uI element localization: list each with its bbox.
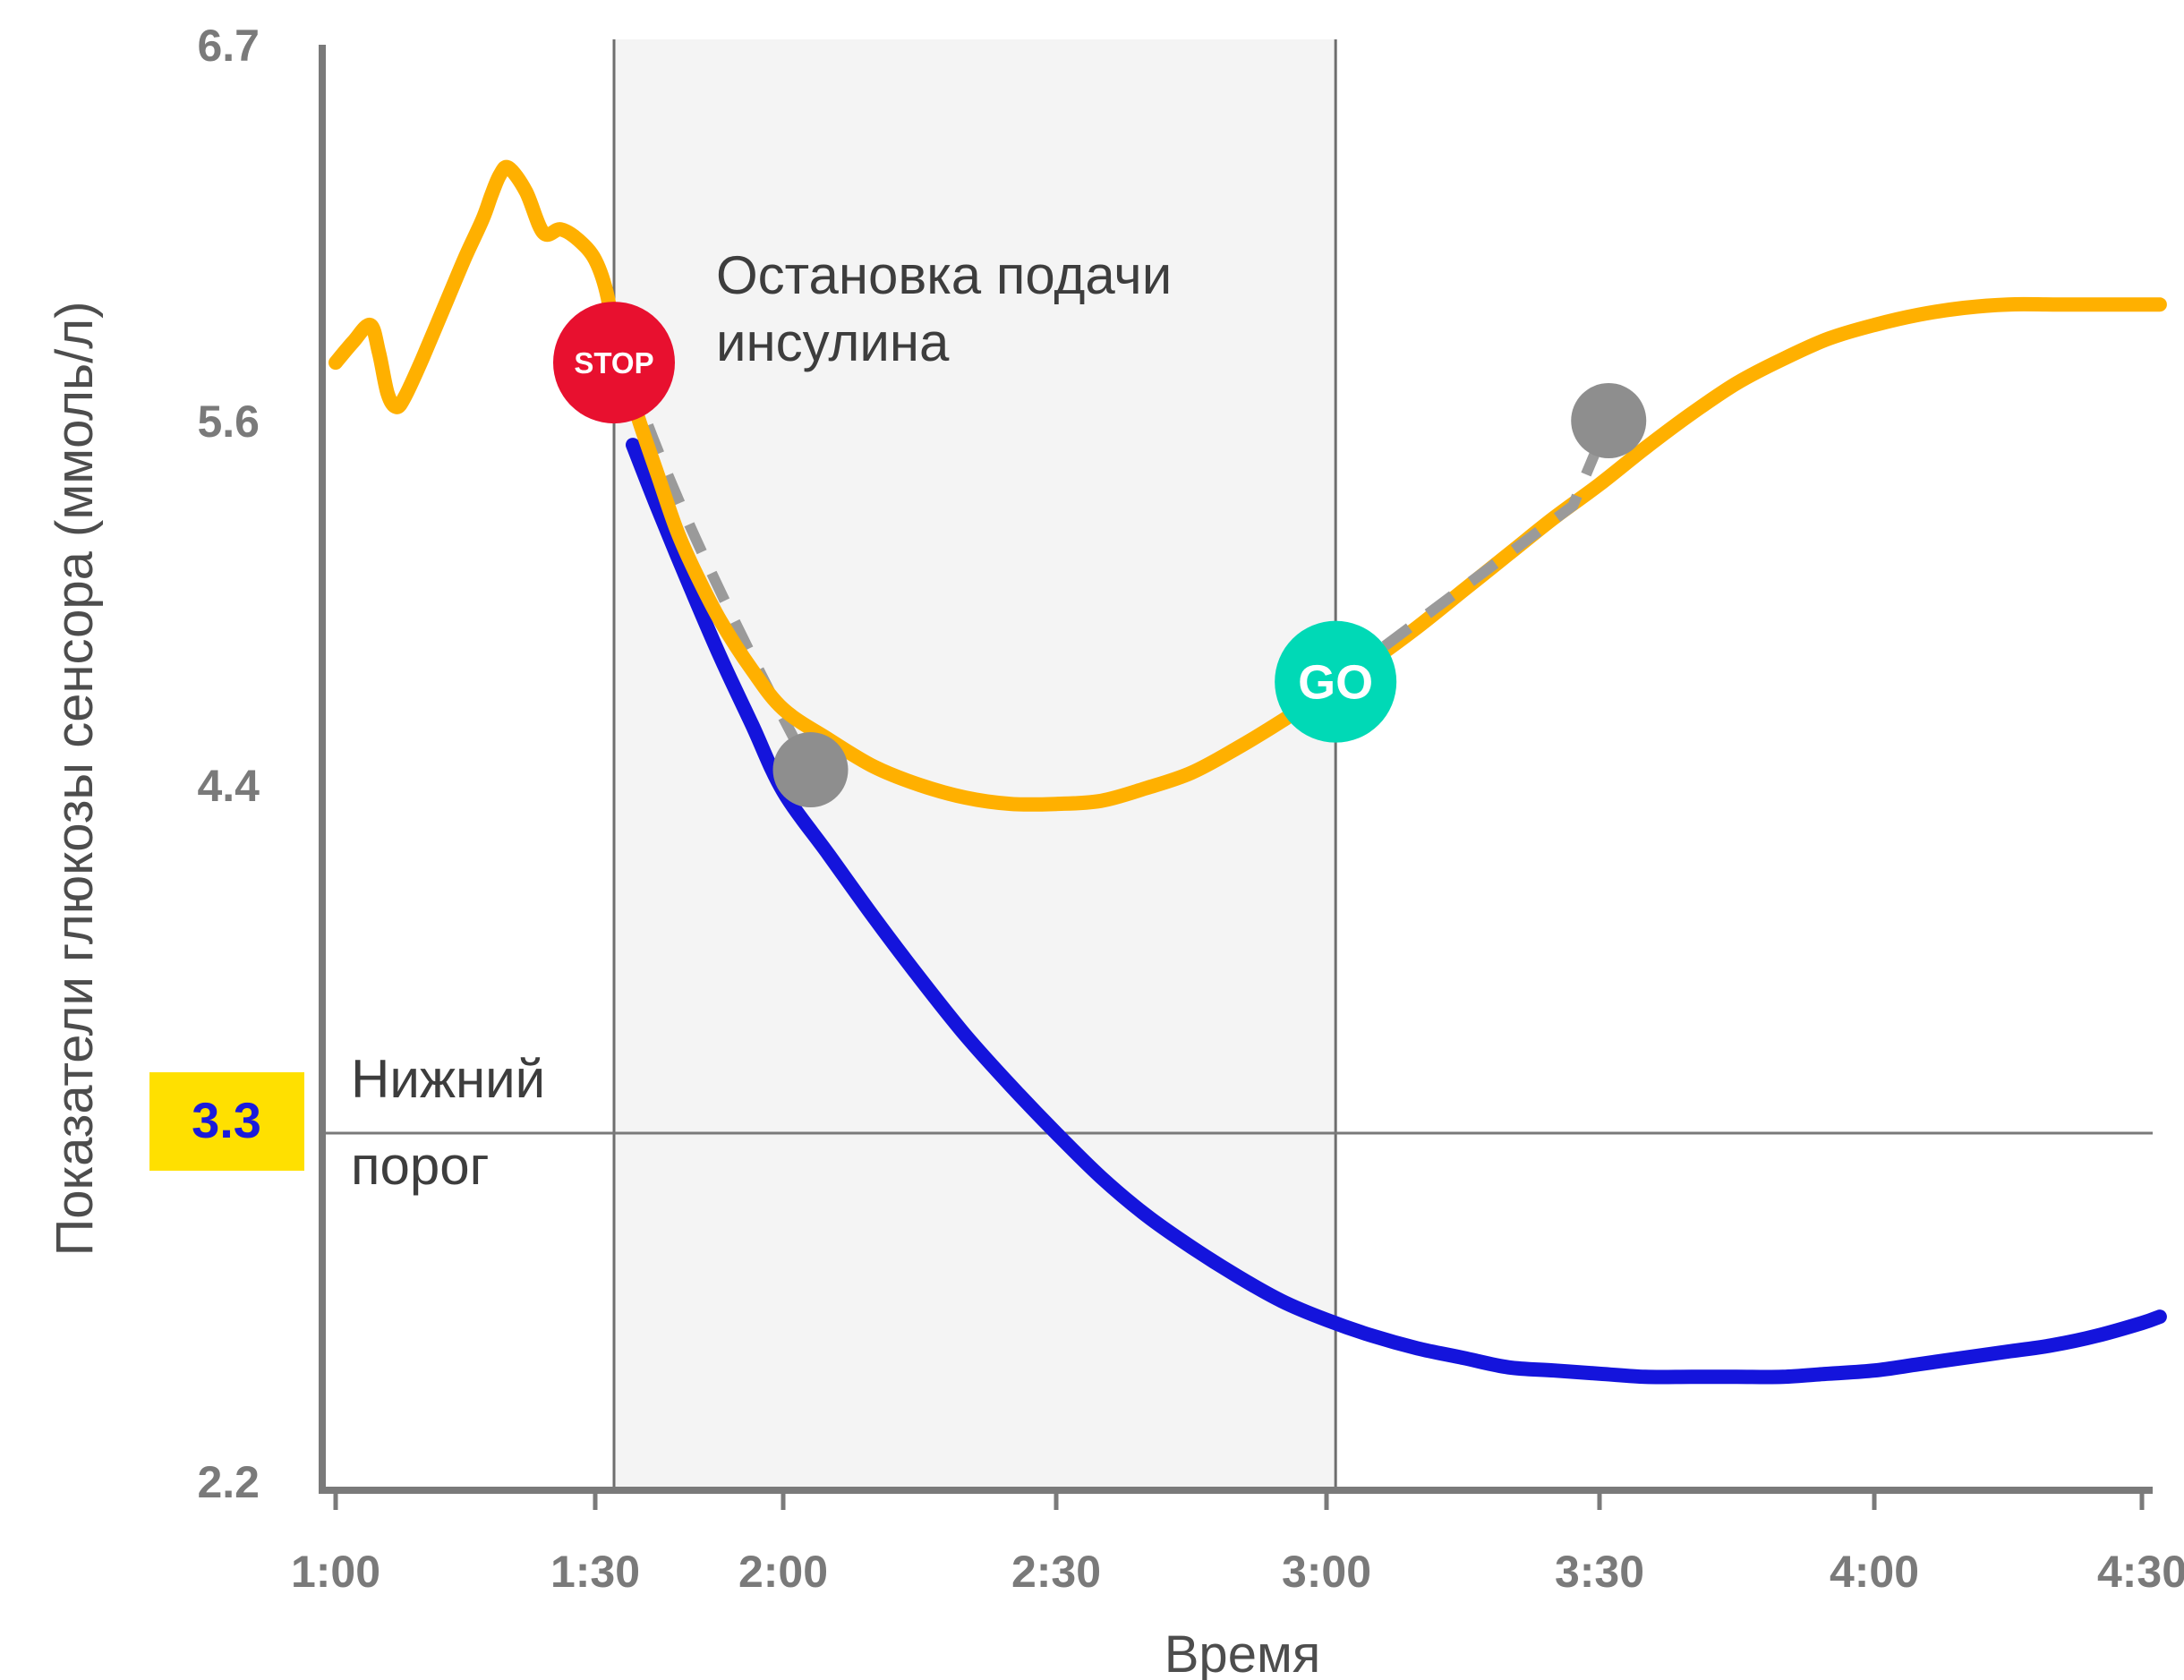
x-tick-label: 1:30 bbox=[550, 1547, 640, 1597]
x-tick-label: 3:00 bbox=[1282, 1547, 1371, 1597]
series-with-suspend-line bbox=[328, 159, 2167, 812]
series-no-suspend-line bbox=[626, 438, 2167, 1385]
x-tick-label: 1:00 bbox=[291, 1547, 380, 1597]
stop-marker bbox=[553, 302, 675, 424]
go-marker-label: GO bbox=[1298, 656, 1373, 710]
x-tick-label: 4:30 bbox=[2097, 1547, 2184, 1597]
predicted-low-dashed-line bbox=[643, 422, 815, 772]
x-tick-label: 2:00 bbox=[738, 1547, 828, 1597]
stop-marker-label: STOP bbox=[574, 346, 653, 379]
predicted-high-dashed-line bbox=[1381, 418, 1614, 651]
y-tick-label: 2.2 bbox=[197, 1457, 260, 1507]
x-tick-label: 2:30 bbox=[1011, 1547, 1101, 1597]
threshold-value-label: 3.3 bbox=[192, 1092, 261, 1148]
y-tick-label: 5.6 bbox=[197, 397, 260, 447]
suspend-label-line1: Остановка подачи bbox=[716, 245, 1172, 305]
x-axis-title: Время bbox=[1165, 1625, 1320, 1680]
y-tick-label: 6.7 bbox=[197, 21, 260, 71]
x-tick-label: 4:00 bbox=[1830, 1547, 1919, 1597]
go-marker bbox=[1275, 620, 1397, 743]
y-axis-title: Показатели глюкозы сенсора (ммоль/л) bbox=[46, 302, 104, 1257]
predicted-high-marker bbox=[1571, 383, 1647, 458]
x-tick-label: 3:30 bbox=[1555, 1547, 1644, 1597]
threshold-badge bbox=[149, 1072, 304, 1171]
suspend-label-line2: инсулина bbox=[716, 312, 950, 372]
y-tick-label: 4.4 bbox=[197, 761, 260, 811]
predicted-low-marker bbox=[772, 732, 849, 808]
threshold-text-line1: Нижний bbox=[351, 1049, 545, 1109]
threshold-text-line2: порог bbox=[351, 1136, 489, 1196]
